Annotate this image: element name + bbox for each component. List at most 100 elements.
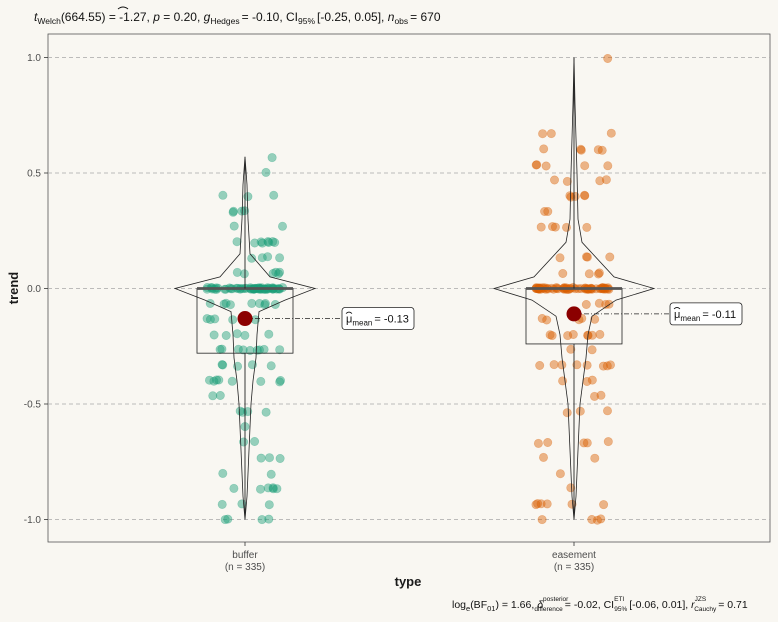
data-point: [214, 375, 224, 385]
data-point: [209, 376, 219, 386]
data-point: [537, 313, 547, 323]
data-point: [594, 268, 604, 278]
data-point: [533, 438, 543, 448]
data-point: [531, 160, 541, 170]
data-point: [255, 484, 265, 494]
data-point: [257, 515, 267, 525]
data-point: [273, 269, 283, 279]
x-tick-buffer-n: (n = 335): [225, 562, 265, 573]
data-point: [250, 238, 260, 248]
data-point: [275, 345, 285, 355]
data-point: [225, 300, 235, 310]
y-tick-label: -0.5: [24, 400, 42, 411]
data-point: [264, 453, 274, 463]
data-point: [259, 344, 269, 354]
y-axis-title: trend: [6, 272, 21, 305]
data-point: [268, 484, 278, 494]
x-axis-title: type: [395, 574, 422, 589]
data-point: [582, 222, 592, 232]
data-point: [566, 344, 576, 354]
data-point: [238, 345, 248, 355]
data-point: [264, 500, 274, 510]
data-point: [252, 345, 262, 355]
data-point: [247, 253, 257, 263]
data-point: [592, 515, 602, 525]
data-point: [581, 299, 591, 309]
data-point: [229, 483, 239, 493]
data-point: [538, 452, 548, 462]
x-tick-easement-n: (n = 335): [554, 562, 594, 573]
data-point: [256, 237, 266, 247]
data-point: [590, 453, 600, 463]
data-point: [537, 515, 547, 525]
data-point: [597, 145, 607, 155]
data-point: [255, 298, 265, 308]
data-point: [275, 267, 285, 277]
data-point: [210, 314, 220, 324]
y-tick-label: -1.0: [24, 515, 42, 526]
data-point: [232, 329, 242, 339]
data-point: [581, 252, 591, 262]
data-point: [557, 360, 567, 370]
group-buffer: μmean = -0.13: [173, 153, 415, 525]
data-point: [243, 192, 253, 202]
y-tick-label: 0.0: [27, 284, 41, 295]
data-point: [256, 376, 266, 386]
data-point: [582, 360, 592, 370]
data-point: [590, 314, 600, 324]
data-point: [602, 361, 612, 371]
plot-panel: [47, 33, 771, 543]
mu-hat-mark: [673, 307, 681, 310]
data-point: [202, 314, 212, 324]
data-point: [582, 252, 592, 262]
mean-label: μmean = -0.13: [346, 314, 409, 328]
data-point: [536, 499, 546, 509]
data-point: [599, 500, 609, 510]
data-point: [549, 360, 559, 370]
data-point: [269, 190, 279, 200]
y-axis-ticks: -1.0 -0.5 0.0 0.5 1.0: [24, 53, 575, 546]
data-point: [606, 128, 616, 138]
data-point: [209, 330, 219, 340]
data-point: [263, 252, 273, 262]
data-point: [221, 298, 231, 308]
data-point: [218, 190, 228, 200]
data-point: [220, 515, 230, 525]
mean-label-box: [341, 307, 415, 330]
data-point: [602, 406, 612, 416]
data-point: [266, 469, 276, 479]
data-point: [584, 269, 594, 279]
data-point: [605, 360, 615, 370]
data-point: [235, 406, 245, 416]
data-point: [263, 237, 273, 247]
data-point: [601, 175, 611, 185]
data-point: [547, 331, 557, 341]
data-point: [256, 453, 266, 463]
mu-hat-mark: [345, 311, 353, 314]
data-point: [579, 438, 589, 448]
data-point: [268, 268, 278, 278]
data-point: [589, 391, 599, 401]
data-point: [223, 514, 233, 524]
data-point: [538, 129, 548, 139]
data-point: [218, 468, 228, 478]
data-point: [598, 361, 608, 371]
data-point: [257, 238, 267, 248]
data-point: [261, 407, 271, 417]
data-point: [257, 253, 267, 263]
data-point: [545, 330, 555, 340]
data-point: [566, 483, 576, 493]
data-point: [595, 329, 605, 339]
data-point: [275, 377, 285, 387]
data-point: [208, 391, 218, 401]
data-point: [221, 330, 231, 340]
data-point: [550, 222, 560, 232]
data-point: [542, 499, 552, 509]
violin-outline: [492, 57, 656, 520]
data-point: [549, 175, 559, 185]
data-point: [217, 499, 227, 509]
data-point: [594, 298, 604, 308]
data-point: [596, 514, 606, 524]
data-point: [272, 484, 282, 494]
